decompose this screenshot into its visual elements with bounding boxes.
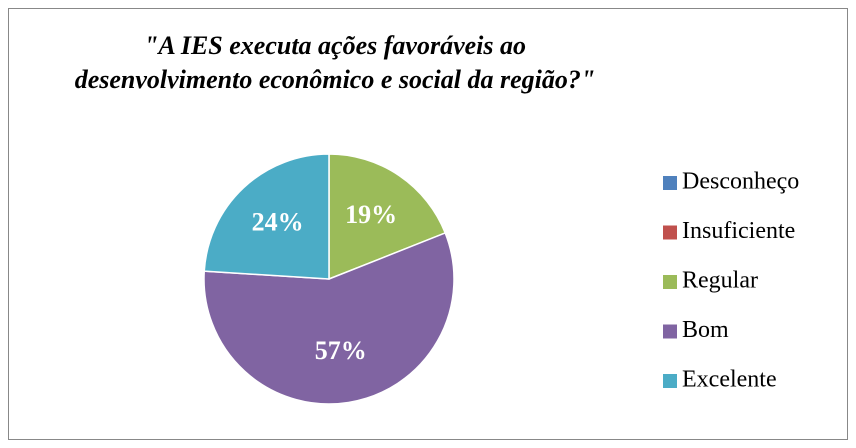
data-label: 57%	[315, 336, 367, 365]
data-label: 19%	[345, 200, 397, 229]
legend-swatch	[663, 225, 677, 240]
legend-swatch	[663, 176, 677, 190]
chart-title: desenvolvimento econômico e social da re…	[75, 65, 596, 94]
data-label: 24%	[252, 207, 304, 236]
pie-slice	[203, 153, 330, 280]
legend-swatch	[663, 374, 677, 388]
legend-label: Bom	[682, 317, 729, 343]
legend-label: Desconheço	[682, 169, 799, 195]
legend-label: Regular	[682, 268, 758, 294]
legend-swatch	[663, 324, 677, 339]
legend-label: Excelente	[682, 367, 777, 393]
pie-slice	[328, 153, 447, 281]
legend-label: Insuficiente	[682, 218, 795, 244]
legend-swatch	[663, 275, 677, 289]
chart-title: "A IES executa ações favoráveis ao	[144, 31, 526, 60]
